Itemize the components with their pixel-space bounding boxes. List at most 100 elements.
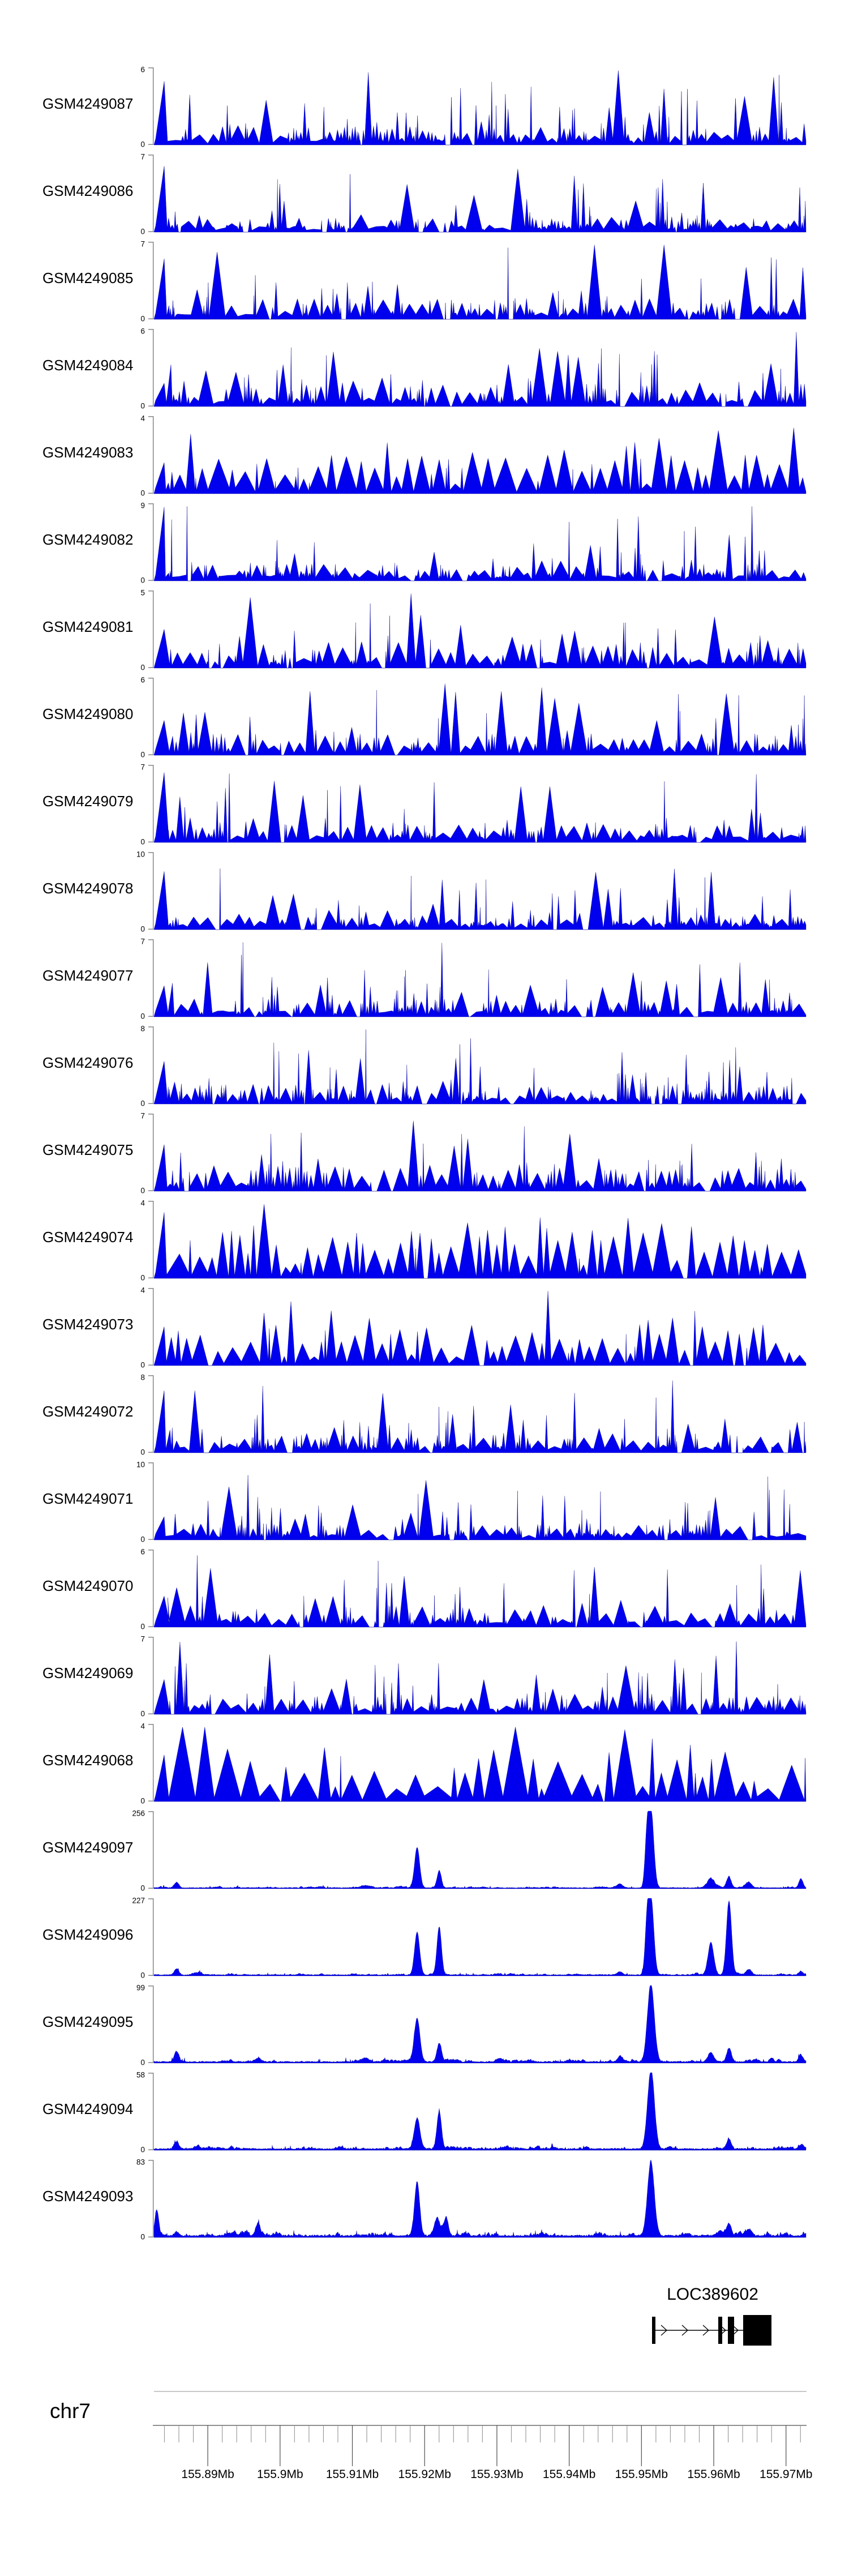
y-max-label: 6 [140, 66, 145, 74]
y-zero-label: 0 [140, 576, 145, 585]
y-max-label: 4 [140, 1722, 145, 1731]
axis-tick-label: 155.93Mb [470, 2468, 523, 2481]
track-row: GSM4249076 8 0 [42, 1025, 807, 1108]
track-label: GSM4249082 [42, 531, 133, 548]
track-plot-area [153, 1985, 807, 2064]
track-label: GSM4249075 [42, 1141, 133, 1158]
track-plot-area [153, 506, 807, 581]
track-row: GSM4249095 99 0 [42, 1984, 807, 2067]
signal-area [153, 332, 807, 407]
track-row: GSM4249068 4 0 [42, 1722, 807, 1805]
axis-tick-label: 155.96Mb [687, 2468, 740, 2481]
track-row: GSM4249074 4 0 [42, 1199, 807, 1282]
y-max-label: 8 [140, 1025, 145, 1033]
track-plot-area [153, 2072, 807, 2151]
strand-arrow-icon [681, 2325, 688, 2336]
y-max-label: 10 [136, 1461, 145, 1469]
y-max-label: 7 [140, 938, 145, 946]
signal-area [153, 1898, 807, 1976]
track-plot-area [153, 593, 807, 669]
y-zero-label: 0 [140, 838, 145, 846]
signal-area [153, 942, 807, 1017]
y-zero-label: 0 [140, 140, 145, 149]
y-zero-label: 0 [140, 1971, 145, 1980]
track-label: GSM4249073 [42, 1316, 133, 1333]
track-plot-area [153, 166, 807, 233]
signal-area [153, 2072, 807, 2151]
gene-annotation-track: LOC389602 [652, 2285, 771, 2346]
track-plot-area [153, 427, 807, 494]
signal-area [153, 1291, 807, 1366]
track-label: GSM4249094 [42, 2100, 133, 2117]
data-tracks: GSM424908760GSM424908670GSM424908570GSM4… [42, 66, 807, 2241]
y-zero-label: 0 [140, 1623, 145, 1631]
strand-arrow-icon [661, 2325, 667, 2336]
signal-area [153, 593, 807, 669]
track-label: GSM4249095 [42, 2013, 133, 2030]
track-label: GSM4249076 [42, 1054, 133, 1071]
y-max-label: 6 [140, 327, 145, 336]
track-label: GSM4249079 [42, 793, 133, 810]
signal-area [153, 868, 807, 930]
y-max-label: 5 [140, 589, 145, 597]
y-zero-label: 0 [140, 1535, 145, 1544]
exon-block [652, 2317, 655, 2344]
track-plot-area [153, 1641, 807, 1715]
track-row: GSM4249096 227 0 [42, 1897, 807, 1980]
y-zero-label: 0 [140, 315, 145, 323]
track-plot-area [153, 683, 807, 756]
y-max-label: 4 [140, 1199, 145, 1208]
track-row: GSM4249087 6 0 [42, 66, 807, 149]
y-zero-label: 0 [140, 402, 145, 410]
track-plot-area [153, 1475, 807, 1541]
track-row: GSM4249072 8 0 [42, 1373, 807, 1457]
y-max-label: 9 [140, 502, 145, 510]
track-label: GSM4249069 [42, 1664, 133, 1681]
track-row: GSM4249070 6 0 [42, 1548, 807, 1631]
track-label: GSM4249072 [42, 1403, 133, 1420]
axis-tick-label: 155.95Mb [615, 2468, 668, 2481]
track-row: GSM4249083 4 0 [42, 414, 807, 498]
track-row: GSM4249079 7 0 [42, 763, 807, 846]
track-label: GSM4249078 [42, 880, 133, 897]
y-max-label: 227 [132, 1897, 145, 1905]
y-max-label: 10 [136, 850, 145, 859]
y-max-label: 7 [140, 240, 145, 249]
track-row: GSM4249081 5 0 [42, 589, 807, 672]
signal-area [153, 1380, 807, 1453]
signal-area [153, 245, 807, 320]
signal-area [153, 1204, 807, 1279]
track-plot-area [153, 1120, 807, 1192]
track-row: GSM4249097 256 0 [42, 1809, 807, 1893]
y-zero-label: 0 [140, 1187, 145, 1195]
track-label: GSM4249071 [42, 1490, 133, 1507]
track-row: GSM4249075 7 0 [42, 1112, 807, 1195]
y-zero-label: 0 [140, 2059, 145, 2067]
y-max-label: 8 [140, 1373, 145, 1382]
y-zero-label: 0 [140, 1448, 145, 1457]
y-zero-label: 0 [140, 1797, 145, 1805]
track-label: GSM4249084 [42, 357, 133, 374]
y-zero-label: 0 [140, 1274, 145, 1282]
y-max-label: 6 [140, 1548, 145, 1556]
y-zero-label: 0 [140, 2146, 145, 2154]
y-zero-label: 0 [140, 1099, 145, 1108]
track-label: GSM4249083 [42, 444, 133, 461]
signal-area [153, 70, 807, 146]
track-plot-area [153, 245, 807, 320]
y-zero-label: 0 [140, 1012, 145, 1021]
strand-arrow-icon [702, 2325, 709, 2336]
y-max-label: 6 [140, 676, 145, 684]
y-max-label: 4 [140, 1286, 145, 1295]
axis-tick-label: 155.9Mb [257, 2468, 303, 2481]
signal-area [153, 1811, 807, 1889]
track-row: GSM4249086 7 0 [42, 153, 807, 236]
y-zero-label: 0 [140, 664, 145, 672]
signal-area [153, 683, 807, 756]
track-plot-area [153, 1380, 807, 1453]
track-row: GSM4249094 58 0 [42, 2071, 807, 2154]
y-max-label: 58 [136, 2071, 145, 2079]
track-row: GSM4249085 7 0 [42, 240, 807, 323]
y-zero-label: 0 [140, 925, 145, 934]
